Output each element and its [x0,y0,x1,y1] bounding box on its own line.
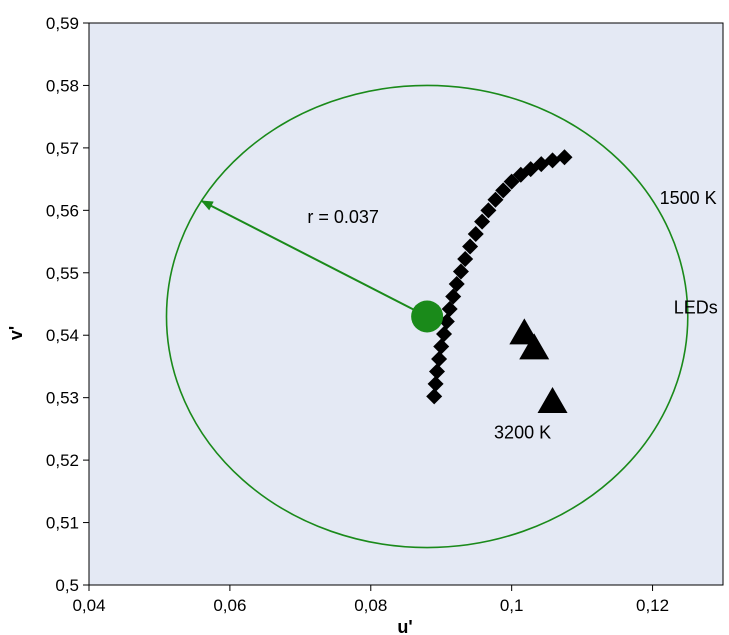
x-tick-label: 0,06 [213,596,246,615]
diamond-point [474,213,491,230]
annotation-label: 3200 K [494,422,551,442]
y-tick-label: 0,52 [46,451,79,470]
y-tick-label: 0,54 [46,326,79,345]
annotation-label: r = 0.037 [307,207,379,227]
x-tick-label: 0,04 [72,596,105,615]
diamond-point [433,338,450,355]
diamond-point [428,363,445,380]
diamond-point [441,300,458,317]
diamond-point [503,173,520,190]
y-tick-label: 0,5 [55,576,79,595]
diamond-point [431,350,448,367]
radius-arrow [200,200,428,318]
annotation-label: 1500 K [660,188,717,208]
diamond-point [462,238,479,255]
diamond-point [448,276,465,293]
diamond-point [452,263,469,280]
x-tick-label: 0,1 [500,596,524,615]
y-axis-label: v' [6,326,26,340]
y-tick-label: 0,58 [46,76,79,95]
diamond-point [467,226,484,243]
y-tick-label: 0,53 [46,389,79,408]
x-tick-label: 0,12 [636,596,669,615]
diamond-point [556,149,573,166]
diamond-point [436,325,453,342]
radius-circle [165,84,689,549]
y-tick-label: 0,59 [46,14,79,33]
y-tick-label: 0,55 [46,264,79,283]
diamond-point [495,182,512,199]
y-tick-label: 0,51 [46,514,79,533]
center-point [411,300,444,333]
diamond-point [457,251,474,268]
triangle-point [519,333,550,360]
diamond-point [480,202,497,219]
y-tick-label: 0,56 [46,201,79,220]
x-axis-label: u' [397,617,412,635]
y-tick-label: 0,57 [46,139,79,158]
diamond-point [426,388,443,405]
x-tick-label: 0,08 [354,596,387,615]
diamond-point [427,375,444,392]
diamond-point [445,288,462,305]
diamond-point [487,191,504,208]
annotation-label: LEDs [674,297,718,317]
diamond-point [544,152,561,169]
triangle-point [537,387,568,414]
plot-area [88,22,724,586]
